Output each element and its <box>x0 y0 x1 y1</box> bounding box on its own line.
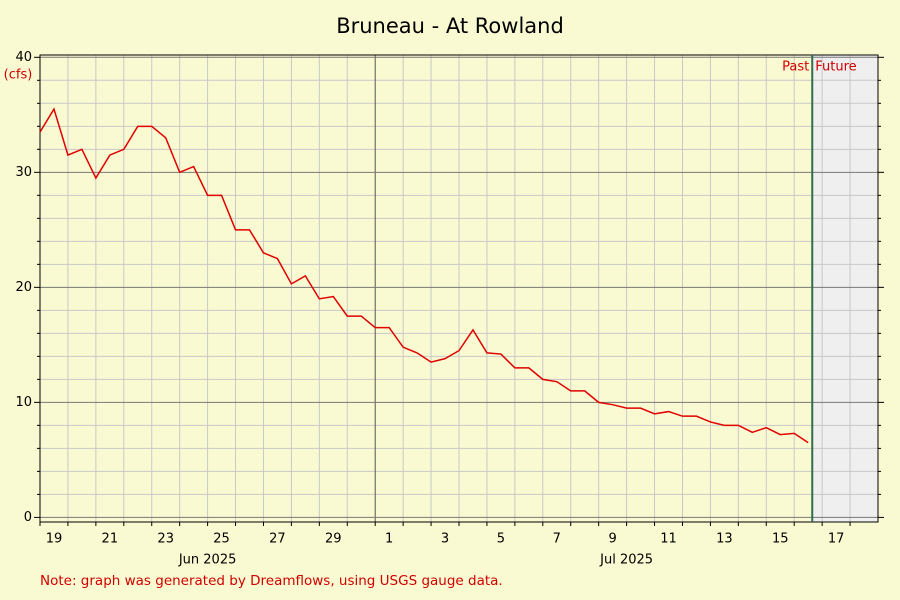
y-tick-label: 10 <box>15 395 32 410</box>
y-tick-label: 20 <box>15 280 32 295</box>
x-tick-label: 25 <box>213 532 230 547</box>
x-tick-label: 9 <box>608 532 616 547</box>
x-tick-label: 15 <box>772 532 789 547</box>
x-tick-label: 1 <box>385 532 393 547</box>
x-tick-label: 13 <box>716 532 733 547</box>
x-tick-label: 23 <box>157 532 174 547</box>
flow-line <box>39 107 809 444</box>
month-label: Jun 2025 <box>178 553 237 568</box>
note: Note: graph was generated by Dreamflows,… <box>40 573 503 589</box>
y-tick-label: 30 <box>15 165 32 180</box>
y-tick-label: 0 <box>24 510 32 525</box>
x-tick-label: 3 <box>441 532 449 547</box>
x-tick-label: 29 <box>325 532 342 547</box>
x-tick-label: 7 <box>553 532 561 547</box>
x-tick-label: 11 <box>660 532 677 547</box>
x-tick-label: 17 <box>828 532 845 547</box>
x-tick-label: 19 <box>46 532 63 547</box>
future-region <box>812 55 878 522</box>
chart-title: Bruneau - At Rowland <box>336 14 564 38</box>
x-tick-label: 21 <box>102 532 119 547</box>
month-label: Jul 2025 <box>599 553 653 568</box>
x-tick-label: 5 <box>497 532 505 547</box>
past-label: Past <box>782 60 809 75</box>
x-tick-label: 27 <box>269 532 286 547</box>
y-tick-label: 40 <box>15 50 32 65</box>
plot-frame <box>39 54 879 523</box>
future-label: Future <box>815 60 856 75</box>
y-axis-label: (cfs) <box>4 68 33 83</box>
